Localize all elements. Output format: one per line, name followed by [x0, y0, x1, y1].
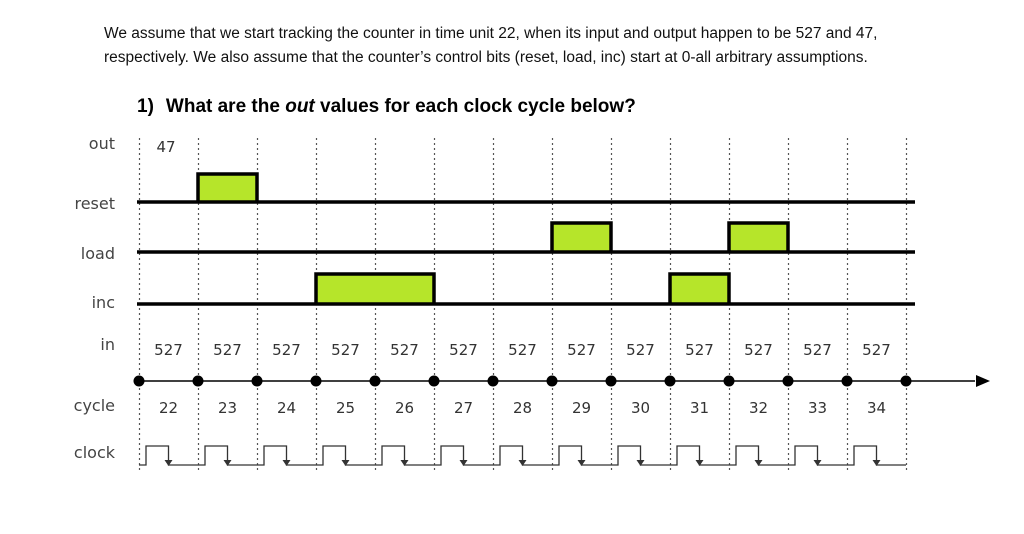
axis-dot-8 — [605, 375, 617, 387]
cycle-label: 24 — [277, 399, 296, 417]
cycle-labels: 22 23 24 25 26 27 28 29 30 31 32 33 34 — [159, 399, 886, 417]
label-inc: inc — [92, 293, 115, 312]
pulse-load-0 — [552, 223, 611, 252]
pulse-outline-inc-1 — [668, 272, 731, 304]
clock-falling-arrow-10 — [754, 460, 763, 466]
in-value: 527 — [331, 341, 360, 359]
cycle-label: 31 — [690, 399, 709, 417]
cycle-label: 27 — [454, 399, 473, 417]
label-in: in — [100, 335, 115, 354]
axis-dot-13 — [900, 375, 912, 387]
clock-falling-arrow-12 — [872, 460, 881, 466]
clock-falling-arrow-7 — [577, 460, 586, 466]
in-value: 527 — [390, 341, 419, 359]
clock-falling-arrow-2 — [282, 460, 291, 466]
in-value: 527 — [154, 341, 183, 359]
axis-dot-3 — [310, 375, 322, 387]
clock-falling-arrow-5 — [459, 460, 468, 466]
clock-falling-arrow-11 — [813, 460, 822, 466]
axis-arrow — [976, 375, 990, 387]
axis-dot-1 — [192, 375, 204, 387]
pulse-inc-1 — [670, 274, 729, 304]
clock-waveform — [139, 445, 906, 466]
in-value: 527 — [803, 341, 832, 359]
cycle-label: 33 — [808, 399, 827, 417]
label-cycle: cycle — [74, 396, 115, 415]
question-emphasis: out — [285, 96, 315, 117]
cycle-label: 23 — [218, 399, 237, 417]
axis-dot-12 — [841, 375, 853, 387]
in-value: 527 — [272, 341, 301, 359]
axis-dot-4 — [369, 375, 381, 387]
cycle-label: 32 — [749, 399, 768, 417]
cycle-axis — [133, 375, 990, 387]
question-prefix: What are the — [165, 96, 286, 117]
in-value: 527 — [685, 341, 714, 359]
clock-falling-arrow-0 — [164, 460, 173, 466]
signal-lines — [137, 200, 915, 306]
cycle-label: 34 — [867, 399, 886, 417]
cycle-label: 30 — [631, 399, 650, 417]
clock-falling-arrow-6 — [518, 460, 527, 466]
axis-dot-10 — [723, 375, 735, 387]
pulse-reset-0 — [198, 174, 257, 202]
clock-falling-arrow-9 — [695, 460, 704, 466]
intro-line-1: We assume that we start tracking the cou… — [104, 25, 878, 42]
question-number: 1) — [137, 96, 154, 117]
in-value: 527 — [626, 341, 655, 359]
cycle-label: 26 — [395, 399, 414, 417]
clock-wave — [139, 445, 906, 466]
axis-dot-7 — [546, 375, 558, 387]
axis-dot-9 — [664, 375, 676, 387]
in-value: 527 — [508, 341, 537, 359]
axis-dot-6 — [487, 375, 499, 387]
in-value: 527 — [744, 341, 773, 359]
out-initial-value: 47 — [156, 138, 175, 156]
cycle-label: 29 — [572, 399, 591, 417]
pulse-group — [196, 172, 790, 304]
axis-dot-2 — [251, 375, 263, 387]
pulse-outline-load-1 — [727, 221, 790, 252]
axis-dot-11 — [782, 375, 794, 387]
pulse-outline-inc-0 — [314, 272, 436, 304]
cycle-label: 25 — [336, 399, 355, 417]
question-title: 1) What are the out values for each clock… — [137, 96, 636, 118]
label-reset: reset — [74, 194, 115, 213]
in-value: 527 — [862, 341, 891, 359]
axis-dot-0 — [133, 375, 145, 387]
intro-line-2: respectively. We also assume that the co… — [104, 49, 868, 66]
intro-text: We assume that we start tracking the cou… — [104, 22, 964, 70]
label-clock: clock — [74, 443, 116, 462]
in-value: 527 — [449, 341, 478, 359]
in-values: 527 527 527 527 527 527 527 527 527 527 527 527 527 — [154, 341, 891, 359]
pulse-load-1 — [729, 223, 788, 252]
clock-falling-arrow-3 — [341, 460, 350, 466]
in-value: 527 — [567, 341, 596, 359]
clock-falling-arrow-4 — [400, 460, 409, 466]
cycle-label: 22 — [159, 399, 178, 417]
cycle-label: 28 — [513, 399, 532, 417]
pulse-inc-0 — [316, 274, 434, 304]
pulse-outline-load-0 — [550, 221, 613, 252]
pulse-outline-reset-0 — [196, 172, 259, 202]
clock-falling-arrow-1 — [223, 460, 232, 466]
in-value: 527 — [213, 341, 242, 359]
label-out: out — [89, 134, 115, 153]
label-load: load — [81, 244, 115, 263]
axis-dot-5 — [428, 375, 440, 387]
question-suffix: values for each clock cycle below? — [314, 96, 636, 117]
clock-falling-arrow-8 — [636, 460, 645, 466]
